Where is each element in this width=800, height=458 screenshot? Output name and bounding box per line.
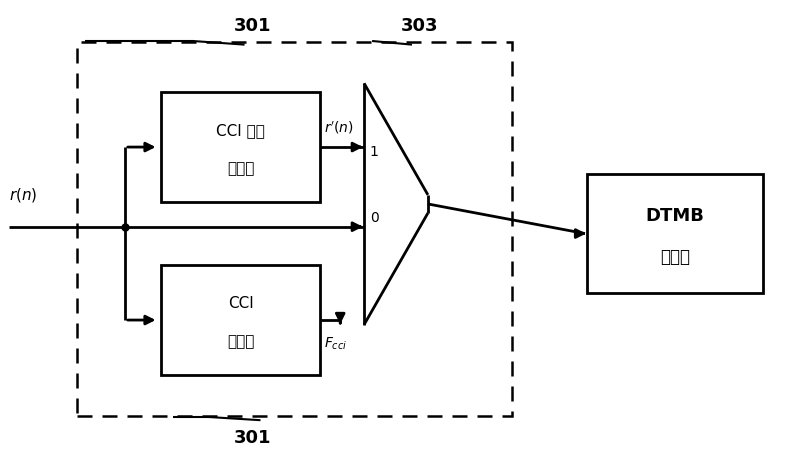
Text: 0: 0	[370, 211, 378, 224]
Bar	[161, 93, 320, 202]
Text: 滤波器: 滤波器	[227, 161, 254, 176]
Bar	[587, 174, 762, 293]
Text: 接收机: 接收机	[660, 248, 690, 266]
Text: 1: 1	[370, 145, 378, 158]
Text: 检测器: 检测器	[227, 334, 254, 349]
Text: $F_{cci}$: $F_{cci}$	[324, 336, 347, 352]
Text: 301: 301	[234, 430, 271, 447]
Bar	[77, 42, 512, 416]
Text: $r'(n)$: $r'(n)$	[324, 120, 354, 136]
Text: DTMB: DTMB	[646, 207, 705, 225]
Text: CCI: CCI	[228, 296, 254, 311]
Text: 303: 303	[401, 17, 438, 35]
Text: 301: 301	[234, 17, 271, 35]
Bar	[161, 266, 320, 375]
Text: $r(n)$: $r(n)$	[10, 186, 38, 204]
Text: CCI 陷波: CCI 陷波	[216, 123, 265, 138]
